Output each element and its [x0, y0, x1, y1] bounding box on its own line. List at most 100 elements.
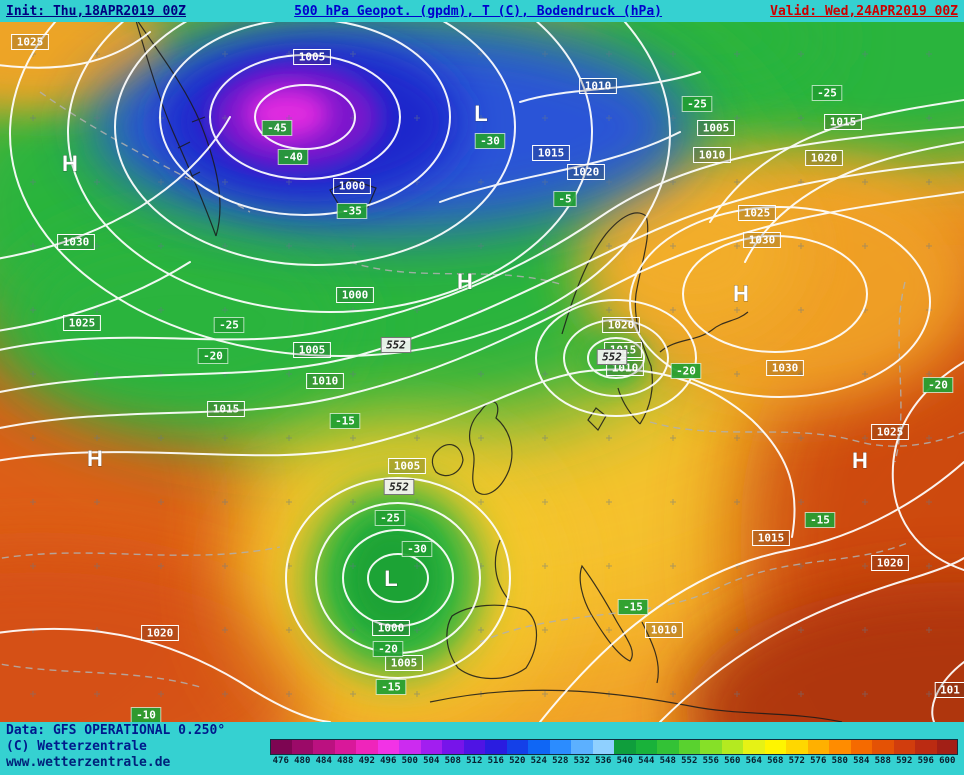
colorbar-value: 496 — [380, 756, 397, 766]
temperature-label: -25 — [811, 85, 843, 101]
svg-text:1030: 1030 — [749, 234, 776, 247]
svg-text:-40: -40 — [283, 151, 303, 164]
pressure-label: 1020 — [871, 555, 909, 571]
pressure-label: 1025 — [63, 315, 101, 331]
colorbar-step: 532 — [571, 739, 593, 767]
colorbar-step: 576 — [807, 739, 829, 767]
colorbar-step: 476 — [270, 739, 292, 767]
colorbar-swatch — [807, 739, 829, 755]
temperature-label: -15 — [329, 413, 361, 429]
colorbar-step: 552 — [678, 739, 700, 767]
pressure-center-H: H — [733, 281, 749, 306]
pressure-label: 1015 — [752, 530, 790, 546]
svg-text:1030: 1030 — [772, 362, 799, 375]
colorbar-value: 572 — [788, 756, 805, 766]
svg-text:552: 552 — [386, 339, 406, 352]
colorbar-value: 568 — [767, 756, 784, 766]
colorbar-swatch — [936, 739, 958, 755]
pressure-label: 1020 — [602, 317, 640, 333]
colorbar-value: 560 — [724, 756, 741, 766]
svg-text:1025: 1025 — [877, 426, 904, 439]
svg-text:-25: -25 — [817, 87, 837, 100]
colorbar-swatch — [592, 739, 614, 755]
svg-text:1025: 1025 — [69, 317, 96, 330]
colorbar-step: 548 — [657, 739, 679, 767]
svg-text:-15: -15 — [623, 601, 643, 614]
svg-text:1020: 1020 — [608, 319, 635, 332]
svg-text:1000: 1000 — [378, 622, 405, 635]
website-link[interactable]: www.wetterzentrale.de — [6, 755, 171, 770]
svg-text:-25: -25 — [687, 98, 707, 111]
temperature-label: -15 — [375, 679, 407, 695]
colorbar-swatch — [420, 739, 442, 755]
pressure-label: 1030 — [766, 360, 804, 376]
colorbar-step: 568 — [764, 739, 786, 767]
colorbar-value: 532 — [573, 756, 590, 766]
colorbar-step: 588 — [872, 739, 894, 767]
colorbar-swatch — [635, 739, 657, 755]
pressure-label: 1010 — [645, 622, 683, 638]
svg-text:-5: -5 — [558, 193, 571, 206]
svg-text:552: 552 — [389, 481, 409, 494]
colorbar-step: 508 — [442, 739, 464, 767]
colorbar-swatch — [872, 739, 894, 755]
colorbar-swatch — [506, 739, 528, 755]
pressure-label: 1025 — [11, 34, 49, 50]
colorbar-step: 500 — [399, 739, 421, 767]
colorbar-swatch — [850, 739, 872, 755]
svg-text:1030: 1030 — [63, 236, 90, 249]
svg-text:1020: 1020 — [573, 166, 600, 179]
colorbar-step: 572 — [786, 739, 808, 767]
colorbar-swatch — [721, 739, 743, 755]
colorbar-swatch — [743, 739, 765, 755]
svg-text:-20: -20 — [203, 350, 223, 363]
colorbar-value: 476 — [272, 756, 289, 766]
svg-text:1000: 1000 — [339, 180, 366, 193]
colorbar-swatch — [334, 739, 356, 755]
temperature-label: -5 — [553, 191, 577, 207]
colorbar-value: 536 — [595, 756, 612, 766]
contour-layer — [0, 22, 964, 722]
colorbar-swatch — [549, 739, 571, 755]
colorbar-step: 556 — [700, 739, 722, 767]
colorbar-step: 524 — [528, 739, 550, 767]
colorbar-swatch — [313, 739, 335, 755]
data-source-line: Data: GFS OPERATIONAL 0.250° — [6, 723, 226, 738]
svg-text:-20: -20 — [676, 365, 696, 378]
colorbar-value: 584 — [853, 756, 870, 766]
pressure-label: 1005 — [293, 49, 331, 65]
colorbar-swatch — [399, 739, 421, 755]
colorbar-value: 512 — [466, 756, 483, 766]
svg-text:1005: 1005 — [299, 51, 326, 64]
temperature-label: -15 — [804, 512, 836, 528]
svg-text:-30: -30 — [480, 135, 500, 148]
svg-text:-25: -25 — [219, 319, 239, 332]
svg-text:-15: -15 — [810, 514, 830, 527]
colorbar-step: 536 — [592, 739, 614, 767]
pressure-label: 1025 — [871, 424, 909, 440]
colorbar-swatch — [915, 739, 937, 755]
colorbar-step: 584 — [850, 739, 872, 767]
svg-text:1010: 1010 — [312, 375, 339, 388]
pressure-label: 1010 — [693, 147, 731, 163]
colorbar-value: 508 — [444, 756, 461, 766]
pressure-center-H: H — [852, 448, 868, 473]
colorbar-value: 548 — [659, 756, 676, 766]
colorbar-swatch — [442, 739, 464, 755]
graticule-layer — [0, 22, 964, 722]
init-datetime: Init: Thu,18APR2019 00Z — [6, 3, 187, 19]
colorbar-step: 516 — [485, 739, 507, 767]
colorbar-swatch — [764, 739, 786, 755]
geopotential-height-label: 552 — [596, 349, 628, 365]
colorbar-value: 588 — [874, 756, 891, 766]
colorbar-swatch — [291, 739, 313, 755]
colorbar-step: 496 — [377, 739, 399, 767]
svg-text:1025: 1025 — [17, 36, 44, 49]
colorbar-value: 552 — [681, 756, 698, 766]
svg-text:101: 101 — [940, 684, 960, 697]
colorbar-step: 488 — [334, 739, 356, 767]
pressure-label: 1010 — [306, 373, 344, 389]
colorbar-swatch — [571, 739, 593, 755]
pressure-center-H: H — [87, 446, 103, 471]
pressure-label: 1005 — [697, 120, 735, 136]
